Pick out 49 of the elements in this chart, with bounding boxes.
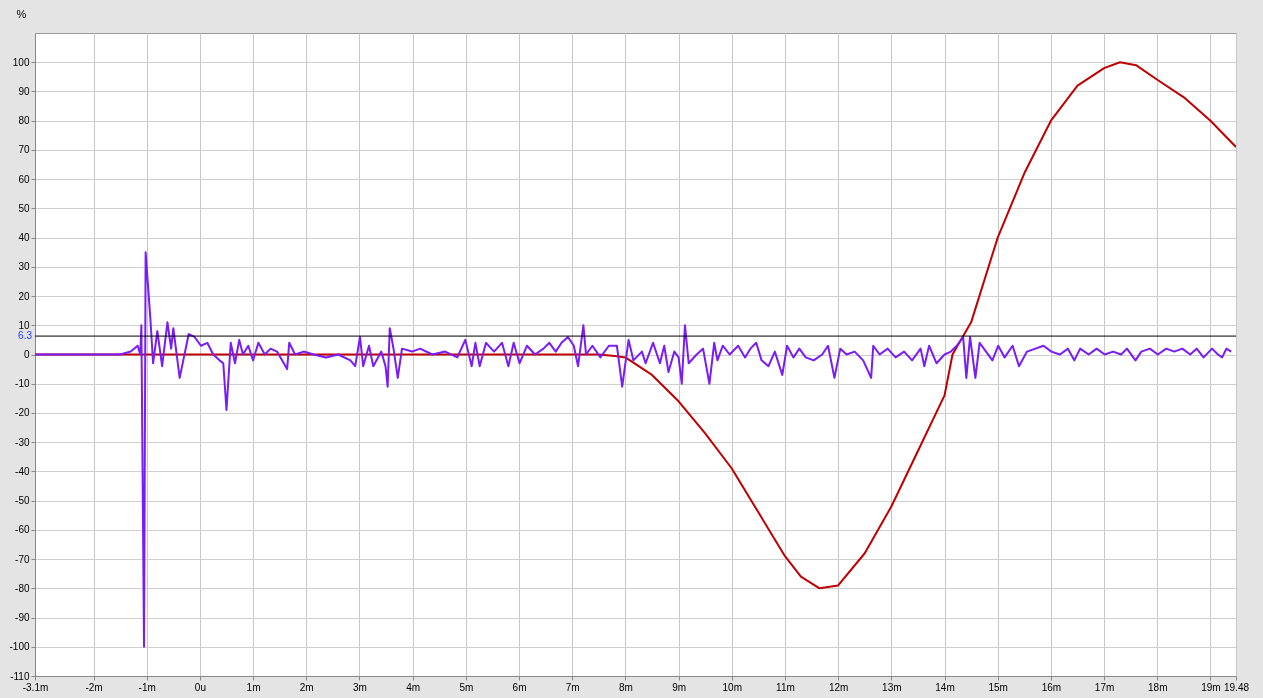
- y-tick-label: 100: [12, 56, 30, 68]
- x-tick-label: 13m: [882, 681, 902, 693]
- y-tick-label: 70: [18, 144, 30, 156]
- x-tick-label: 15m: [988, 681, 1008, 693]
- x-tick-label: 7m: [565, 681, 580, 693]
- x-tick-label: 11m: [776, 681, 795, 693]
- x-tick-label: -2m: [85, 681, 103, 693]
- y-tick-label: 50: [18, 202, 30, 214]
- x-tick-label: 19m: [1201, 681, 1221, 693]
- x-tick-label: 5m: [459, 681, 474, 693]
- x-tick-label: 6m: [512, 681, 527, 693]
- x-tick-label: 9m: [672, 681, 687, 693]
- x-tick-label: 2m: [299, 681, 314, 693]
- x-tick-label: 4m: [406, 681, 421, 693]
- y-tick-label: 20: [18, 290, 30, 302]
- y-tick-label: -50: [15, 495, 30, 507]
- x-tick-label: -1m: [138, 681, 156, 693]
- x-tick-label: 14m: [935, 681, 955, 693]
- y-tick-label: -70: [15, 553, 30, 565]
- line-series: [35, 251, 1233, 648]
- y-tick-label: -30: [15, 436, 30, 448]
- x-tick-label: -3.1m: [22, 681, 49, 693]
- x-tick-label: 0u: [194, 681, 206, 693]
- ref-line-label: 6.3: [18, 330, 33, 342]
- x-tick-label: 17m: [1094, 681, 1115, 693]
- y-tick-label: 80: [18, 115, 30, 127]
- y-tick-label: 30: [18, 261, 30, 273]
- y-tick-label: -90: [15, 612, 30, 624]
- y-tick-label: -100: [9, 641, 30, 653]
- x-tick-label: 3m: [353, 681, 367, 693]
- x-tick-label: 1m: [246, 681, 261, 693]
- y-tick-label: 40: [18, 232, 30, 244]
- y-tick-label: 90: [18, 85, 30, 97]
- x-tick-label: 18m: [1148, 681, 1168, 693]
- y-tick-label: -80: [15, 582, 30, 594]
- y-tick-label: 10: [18, 319, 30, 331]
- y-tick-label: 0: [23, 349, 30, 360]
- x-tick-label: 16m: [1041, 681, 1062, 693]
- y-tick-label: -10: [15, 378, 30, 390]
- y-axis-title: %: [16, 7, 27, 20]
- x-tick-label: 8m: [618, 681, 633, 693]
- x-tick-label: 19.48: [1223, 681, 1250, 693]
- x-tick-label: 12m: [828, 681, 849, 693]
- y-tick-label: 60: [18, 173, 30, 185]
- x-tick-label: 10m: [722, 681, 742, 693]
- y-tick-label: -60: [15, 524, 30, 536]
- y-tick-label: -20: [15, 407, 30, 419]
- y-tick-label: -110: [10, 670, 30, 682]
- y-tick-label: -40: [15, 465, 30, 477]
